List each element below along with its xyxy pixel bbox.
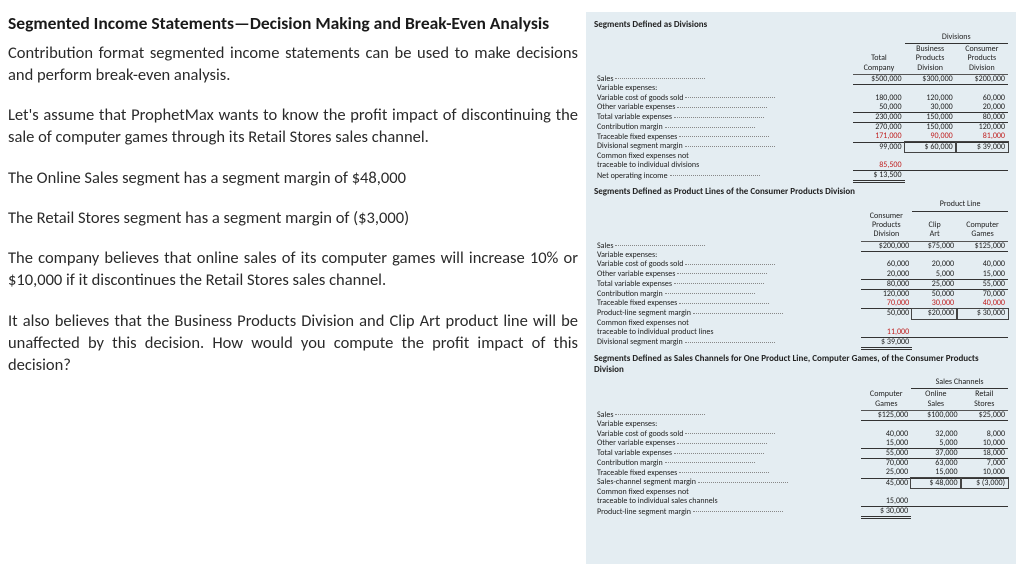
financial-panel: Segments Defined as Divisions DivisionsTo… (586, 12, 1016, 564)
cell-value: 10,000 (961, 468, 1008, 478)
paragraph: The Retail Stores segment has a segment … (8, 207, 578, 229)
cell-value: 50,000 (861, 309, 913, 319)
section-title: Segments Defined as Divisions (594, 19, 1008, 30)
segment-product-lines-table: Segments Defined as Product Lines of the… (594, 186, 1008, 350)
cell-value (961, 488, 1008, 497)
table-row: traceable to individual sales channels15… (594, 497, 1008, 507)
cell-value: $ 30,000 (957, 309, 1008, 319)
cell-value: $ 48,000 (911, 478, 960, 488)
cell-value (905, 171, 956, 182)
cell-value: 45,000 (861, 478, 911, 488)
cell-value: $125,000 (861, 410, 911, 420)
cell-value: $200,000 (861, 241, 913, 251)
financial-table: Product LineConsumerProductsDivisionClip… (594, 199, 1008, 350)
cell-value: 55,000 (861, 448, 911, 458)
cell-value (957, 328, 1008, 338)
segment-sales-channels-table: Segments Defined as Sales Channels for O… (594, 353, 1008, 519)
cell-value: $75,000 (912, 241, 957, 251)
cell-value: $500,000 (853, 74, 904, 84)
cell-value: 25,000 (861, 468, 911, 478)
cell-value: 5,000 (912, 270, 957, 280)
cell-value: 80,000 (861, 279, 913, 289)
section-title: Segments Defined as Sales Channels for O… (594, 353, 1008, 375)
cell-value (912, 337, 957, 348)
cell-value: 15,000 (957, 270, 1008, 280)
cell-value: $200,000 (956, 74, 1008, 84)
cell-value: $20,000 (912, 309, 957, 319)
section-title: Segments Defined as Product Lines of the… (594, 186, 1008, 197)
cell-value: $300,000 (905, 74, 956, 84)
cell-value (911, 507, 960, 518)
cell-value: $ 30,000 (861, 507, 911, 518)
cell-value: 230,000 (853, 113, 904, 123)
table-row: traceable to individual divisions85,500 (594, 161, 1008, 171)
cell-value (905, 152, 956, 161)
cell-value (912, 319, 957, 328)
cell-value (905, 161, 956, 171)
cell-value (911, 497, 960, 507)
cell-value (911, 488, 960, 497)
cell-value: 99,000 (853, 142, 904, 152)
cell-value: 15,000 (861, 439, 911, 449)
cell-value (912, 328, 957, 338)
cell-value: 18,000 (961, 448, 1008, 458)
cell-value: $ (3,000) (961, 478, 1008, 488)
cell-value: 171,000 (853, 132, 904, 142)
cell-value: 90,000 (905, 132, 956, 142)
paragraph: Let's assume that ProphetMax wants to kn… (8, 104, 578, 149)
paragraph: It also believes that the Business Produ… (8, 310, 578, 377)
cell-value: 81,000 (956, 132, 1008, 142)
cell-value (957, 319, 1008, 328)
cell-value: $ 39,000 (956, 142, 1008, 152)
cell-value: $ 39,000 (861, 337, 913, 348)
segment-divisions-table: Segments Defined as Divisions DivisionsTo… (594, 19, 1008, 183)
cell-value (961, 507, 1008, 518)
cell-value (956, 171, 1008, 182)
cell-value: $100,000 (911, 410, 960, 420)
table-row: Other variable expenses20,0005,00015,000 (594, 270, 1008, 280)
cell-value: 25,000 (912, 279, 957, 289)
cell-value: 11,000 (861, 328, 913, 338)
table-row: traceable to individual product lines11,… (594, 328, 1008, 338)
cell-value: $125,000 (957, 241, 1008, 251)
cell-value (956, 152, 1008, 161)
paragraph: The company believes that online sales o… (8, 247, 578, 292)
cell-value: 10,000 (961, 439, 1008, 449)
cell-value: $25,000 (961, 410, 1008, 420)
cell-value: 15,000 (911, 468, 960, 478)
paragraph: The Online Sales segment has a segment m… (8, 167, 578, 189)
cell-value: 80,000 (956, 113, 1008, 123)
cell-value: $ 13,500 (853, 171, 904, 182)
cell-value: $ 60,000 (905, 142, 956, 152)
table-row: Product-line segment margin$ 30,000 (594, 507, 1008, 518)
cell-value: 150,000 (905, 113, 956, 123)
cell-value (956, 161, 1008, 171)
table-row: Total variable expenses80,00025,00055,00… (594, 279, 1008, 289)
financial-table: DivisionsTotalCompanyBusinessProductsDiv… (594, 32, 1008, 183)
cell-value: 55,000 (957, 279, 1008, 289)
paragraph: Contribution format segmented income sta… (8, 42, 578, 87)
table-row: Net operating income$ 13,500 (594, 171, 1008, 182)
cell-value (957, 337, 1008, 348)
table-row: Other variable expenses15,0005,00010,000 (594, 439, 1008, 449)
cell-value: 5,000 (911, 439, 960, 449)
heading: Segmented Income Statements—Decision Mak… (8, 12, 578, 36)
financial-table: Sales ChannelsComputerGamesOnlineSalesRe… (594, 377, 1008, 519)
cell-value (961, 497, 1008, 507)
cell-value: 37,000 (911, 448, 960, 458)
text-column: Segmented Income Statements—Decision Mak… (8, 12, 578, 564)
cell-value: 20,000 (861, 270, 913, 280)
table-row: Divisional segment margin$ 39,000 (594, 337, 1008, 348)
